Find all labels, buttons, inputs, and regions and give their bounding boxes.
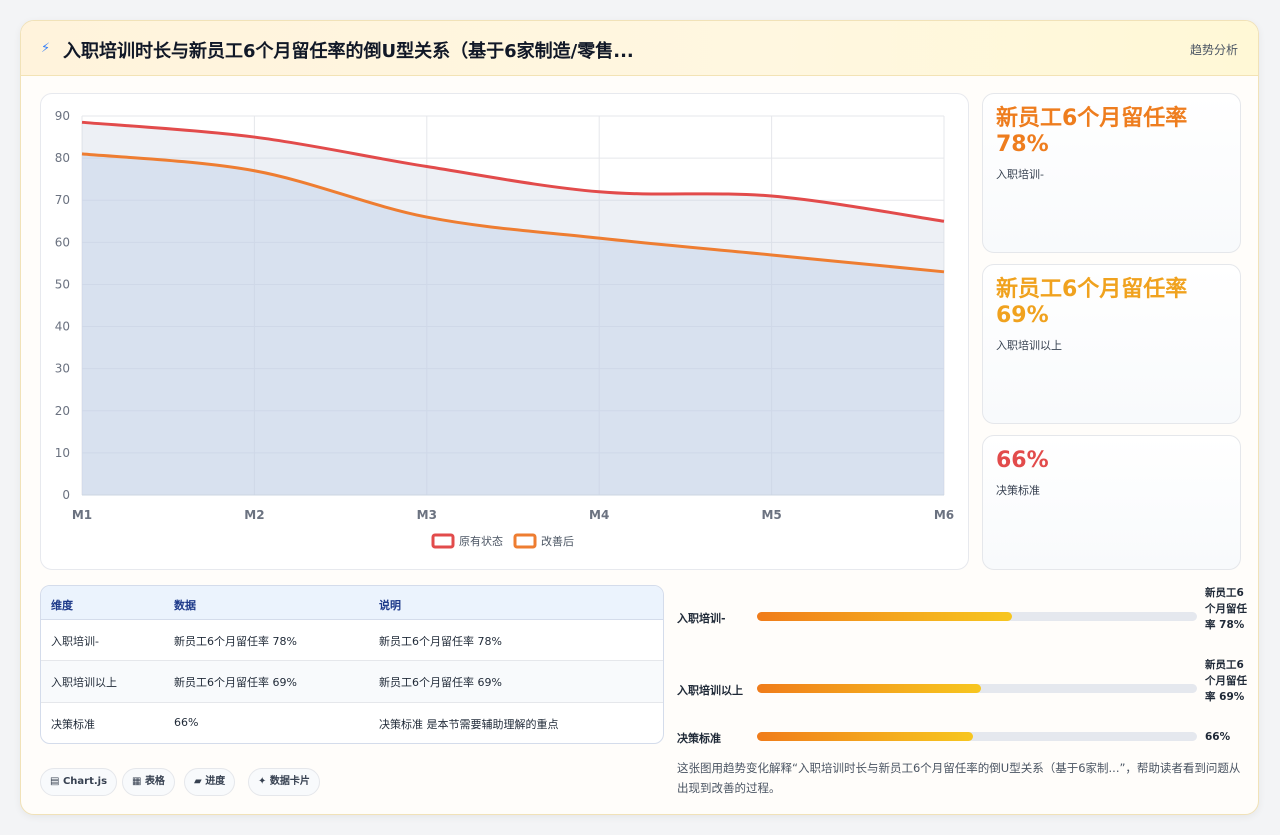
table-cell: 新员工6个月留任率 69% [379, 676, 502, 689]
progress-label: 入职培训- [677, 612, 726, 625]
table-row: 决策标准 66% 决策标准 是本节需要辅助理解的重点 [41, 703, 663, 743]
progress-track [757, 732, 1197, 741]
page-title: 入职培训时长与新员工6个月留任率的倒U型关系（基于6家制造/零售... [63, 41, 634, 62]
progress-label: 决策标准 [677, 732, 721, 745]
table-cell: 决策标准 [51, 718, 95, 731]
y-tick-label: 20 [55, 404, 70, 418]
progress-value: 66% [1205, 731, 1231, 743]
table-cell: 入职培训以上 [51, 676, 117, 689]
table-cell: 决策标准 是本节需要辅助理解的重点 [379, 718, 559, 731]
legend-swatch [431, 533, 455, 549]
series-line [81, 120, 945, 223]
chart-icon: ▤ [50, 776, 60, 787]
kpi-label: 入职培训- [996, 168, 1044, 181]
legend-label: 原有状态 [459, 534, 503, 548]
table-header: 维度 数据 说明 [41, 586, 663, 620]
tag-progress[interactable]: ▰ 进度 [184, 768, 236, 796]
progress-fill [757, 612, 1013, 621]
progress-icon: ▰ [194, 776, 202, 787]
kpi-value: 新员工6个月留任率 78% [996, 106, 1188, 157]
y-tick-label: 10 [55, 446, 70, 460]
y-tick-label: 80 [55, 151, 70, 165]
x-tick-label: M6 [934, 508, 954, 522]
x-tick-label: M3 [417, 508, 437, 522]
y-tick-label: 0 [62, 488, 70, 502]
category-tag: 趋势分析 [1189, 43, 1238, 57]
x-tick-label: M5 [761, 508, 781, 522]
progress-value: 新员工6个月留任率 69% [1205, 659, 1247, 703]
kpi-label: 入职培训以上 [996, 339, 1062, 352]
x-tick-label: M4 [589, 508, 609, 522]
series-area [82, 153, 944, 495]
kpi-label: 决策标准 [996, 484, 1040, 497]
x-tick-label: M1 [72, 508, 92, 522]
kpi-card-3: 66% 决策标准 [982, 435, 1241, 570]
chart-canvas: 0 10 20 30 40 50 60 70 80 90 M1 M2 M3 M4 M5 M6 原有状态 改善后 [55, 109, 954, 549]
table-icon: ▦ [132, 776, 142, 787]
kpi-value: 新员工6个月留任率 69% [996, 277, 1188, 328]
chart-description: 这张图用趋势变化解释“入职培训时长与新员工6个月留任率的倒U型关系（基于6家制.… [677, 761, 1241, 795]
table-header-cell: 维度 [51, 599, 73, 612]
progress-label: 入职培训以上 [677, 684, 743, 697]
legend-swatch [513, 533, 537, 549]
y-tick-label: 50 [55, 277, 70, 291]
kpi-value: 66% [996, 448, 1049, 473]
table-header-cell: 数据 [174, 599, 196, 612]
tag-chartjs[interactable]: ▤ Chart.js [40, 768, 118, 796]
table-header-cell: 说明 [379, 599, 401, 612]
progress-track [757, 684, 1197, 693]
tag-label: 表格 [144, 776, 165, 787]
table-row: 入职培训- 新员工6个月留任率 78% 新员工6个月留任率 78% [41, 620, 663, 661]
y-tick-label: 90 [55, 109, 70, 123]
tag-label: 进度 [205, 776, 226, 787]
data-table: 维度 数据 说明 入职培训- 新员工6个月留任率 78% 新员工6个月留任率 7… [40, 585, 664, 744]
table-cell: 新员工6个月留任率 69% [174, 676, 297, 689]
kpi-card-2: 新员工6个月留任率 69% 入职培训以上 [982, 264, 1241, 424]
progress-fill [757, 732, 973, 741]
legend-label: 改善后 [541, 534, 574, 548]
tag-data-card[interactable]: ✦ 数据卡片 [248, 768, 320, 796]
table-cell: 66% [174, 716, 199, 729]
progress-value: 新员工6个月留任率 78% [1205, 587, 1247, 631]
series-area [82, 122, 944, 496]
tag-table[interactable]: ▦ 表格 [122, 768, 175, 796]
table-row: 入职培训以上 新员工6个月留任率 69% 新员工6个月留任率 69% [41, 661, 663, 703]
y-tick-label: 30 [55, 362, 70, 376]
y-tick-label: 40 [55, 320, 70, 334]
dashboard-card: ⚡ 入职培训时长与新员工6个月留任率的倒U型关系（基于6家制造/零售... 趋势… [20, 20, 1259, 815]
sparkle-icon: ✦ [258, 776, 267, 787]
table-cell: 新员工6个月留任率 78% [379, 635, 502, 648]
y-tick-label: 60 [55, 235, 70, 249]
y-tick-label: 70 [55, 193, 70, 207]
x-tick-label: M2 [244, 508, 264, 522]
tag-label: 数据卡片 [269, 776, 310, 787]
trend-chart: 0 10 20 30 40 50 60 70 80 90 M1 M2 M3 M4 M5 M6 原有状态 改善后 [40, 93, 969, 570]
table-cell: 新员工6个月留任率 78% [174, 635, 297, 648]
series-line [81, 152, 945, 274]
table-cell: 入职培训- [51, 635, 99, 648]
card-header: ⚡ 入职培训时长与新员工6个月留任率的倒U型关系（基于6家制造/零售... 趋势… [21, 21, 1258, 76]
progress-track [757, 612, 1197, 621]
tag-label: Chart.js [62, 776, 108, 787]
bolt-icon: ⚡ [41, 41, 51, 56]
kpi-card-1: 新员工6个月留任率 78% 入职培训- [982, 93, 1241, 253]
progress-fill [757, 684, 982, 693]
